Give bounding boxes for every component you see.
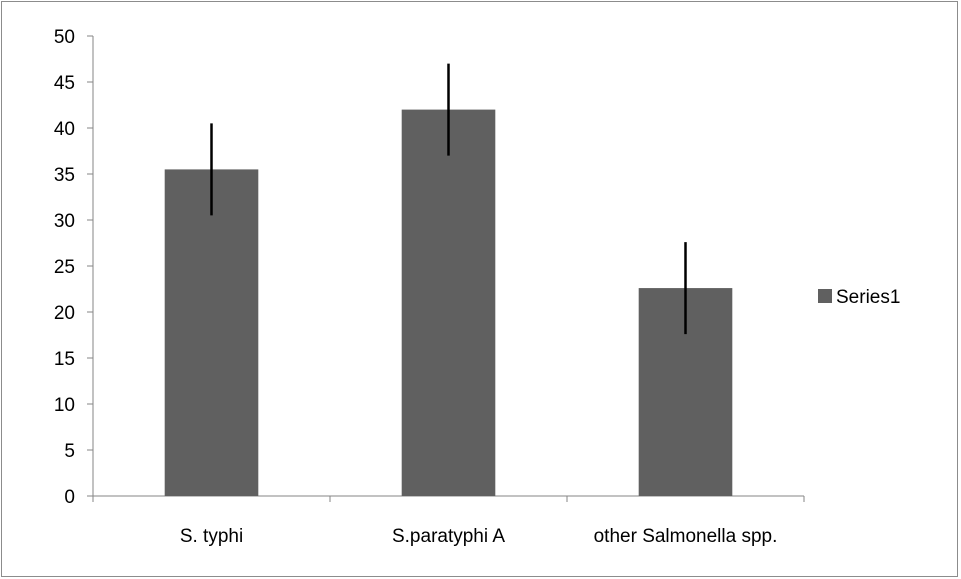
- y-tick-label: 15: [54, 349, 75, 370]
- x-axis: S. typhi S.paratyphi A other Salmonella sp…: [92, 495, 805, 547]
- legend-label-series1: Series1: [836, 287, 900, 308]
- y-axis: 0 5 10 15 20 25 30 35 40 45 50: [54, 27, 94, 508]
- y-tick-label: 40: [54, 119, 75, 140]
- y-tick-label: 45: [54, 73, 75, 94]
- legend: Series1: [818, 287, 900, 308]
- y-tick-label: 50: [54, 27, 75, 48]
- bars: [164, 109, 733, 496]
- y-tick-label: 20: [54, 303, 75, 324]
- x-category-label: S. typhi: [180, 526, 243, 547]
- x-category-label: other Salmonella spp.: [594, 526, 778, 547]
- y-tick-label: 25: [54, 257, 75, 278]
- error-bars: [210, 63, 687, 335]
- x-category-label: S.paratyphi A: [392, 526, 505, 547]
- bar: [401, 109, 496, 496]
- legend-swatch-series1: [818, 289, 832, 303]
- y-tick-label: 35: [54, 165, 75, 186]
- bar: [164, 169, 259, 496]
- y-tick-label: 30: [54, 211, 75, 232]
- y-tick-label: 10: [54, 395, 75, 416]
- y-tick-label: 0: [64, 487, 75, 508]
- y-tick-label: 5: [64, 441, 75, 462]
